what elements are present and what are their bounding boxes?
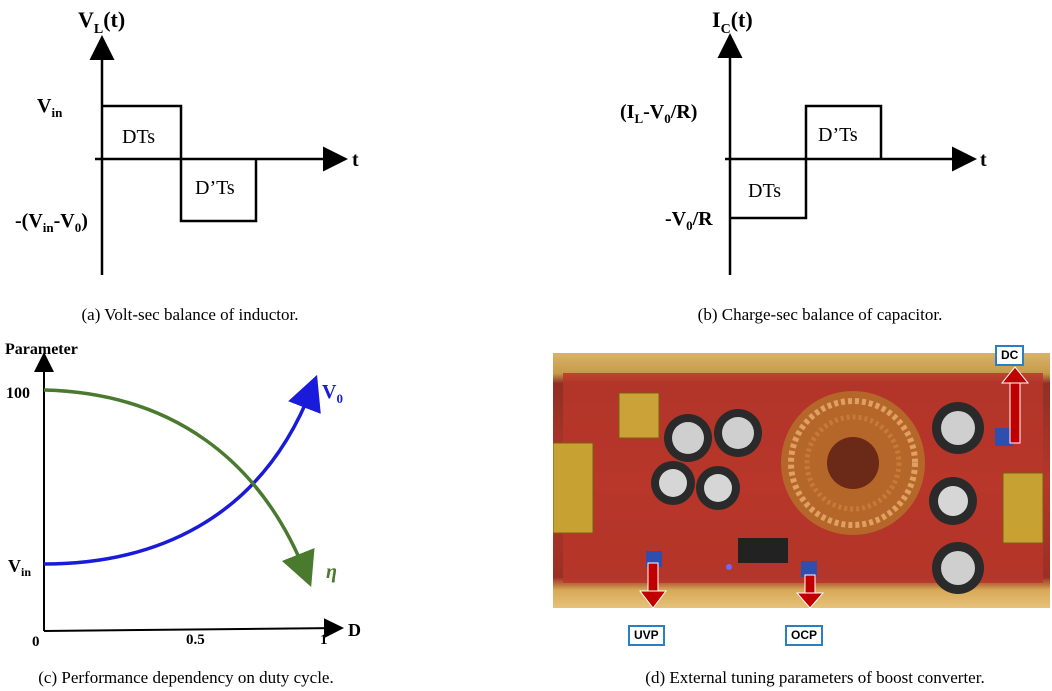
panel-c-x-tick-0: 0	[32, 634, 40, 650]
panel-c-duty-cycle-plot: Parameter 100 Vin D 0 0.5 1 V0 η	[5, 341, 361, 650]
panel-a-volt-sec-diagram: VL(t) t Vin -(Vin-V0) DTs D’Ts	[15, 7, 359, 275]
panel-c-y-tick-100: 100	[6, 385, 30, 402]
ocp-arrow-icon	[795, 574, 825, 608]
panel-b-level-low: -V0/R	[665, 208, 713, 233]
panel-c-eta-curve	[43, 388, 315, 588]
boost-converter-photo	[553, 353, 1050, 608]
uvp-arrow-icon	[638, 562, 668, 608]
uvp-tag: UVP	[628, 625, 665, 646]
panel-c-v0-curve	[43, 374, 321, 566]
panel-a-y-label: VL(t)	[78, 7, 125, 37]
panel-b-charge-sec-diagram: IC(t) t (IL-V0/R) -V0/R DTs D’Ts	[620, 7, 987, 275]
panel-c-y-label: Parameter	[5, 341, 78, 358]
panel-a-region-1: DTs	[122, 126, 155, 148]
panel-b-y-label: IC(t)	[712, 7, 753, 37]
panel-d-caption: (d) External tuning parameters of boost …	[645, 668, 985, 687]
panel-c-caption: (c) Performance dependency on duty cycle…	[38, 668, 334, 687]
panel-c-x-axis	[43, 618, 344, 639]
panel-c-v0-label: V0	[322, 381, 343, 406]
panel-b-waveform	[730, 104, 883, 220]
panel-b-x-label: t	[980, 149, 987, 171]
panel-b-caption: (b) Charge-sec balance of capacitor.	[697, 305, 943, 324]
ocp-tag: OCP	[785, 625, 824, 646]
panel-b-level-high: (IL-V0/R)	[620, 101, 697, 126]
panel-a-level-low: -(Vin-V0)	[15, 210, 88, 235]
boost-converter-board	[553, 366, 1044, 608]
panel-c-x-label: D	[348, 620, 361, 640]
panel-a-region-2: D’Ts	[195, 177, 235, 199]
panel-c-y-tick-vin: Vin	[8, 556, 31, 579]
panel-a-level-high: Vin	[37, 95, 63, 120]
panel-a-x-label: t	[352, 149, 359, 171]
panel-c-x-tick-mid: 0.5	[186, 632, 205, 648]
dc-arrow-icon	[1000, 366, 1030, 444]
panel-a-waveform	[102, 104, 258, 223]
dc-tag: DC	[995, 345, 1025, 366]
panel-a-caption: (a) Volt-sec balance of inductor.	[81, 305, 299, 324]
panel-c-x-tick-1: 1	[320, 632, 328, 648]
panel-b-region-2: D’Ts	[818, 124, 858, 146]
panel-b-region-1: DTs	[748, 180, 781, 202]
panel-c-eta-label: η	[326, 561, 337, 583]
